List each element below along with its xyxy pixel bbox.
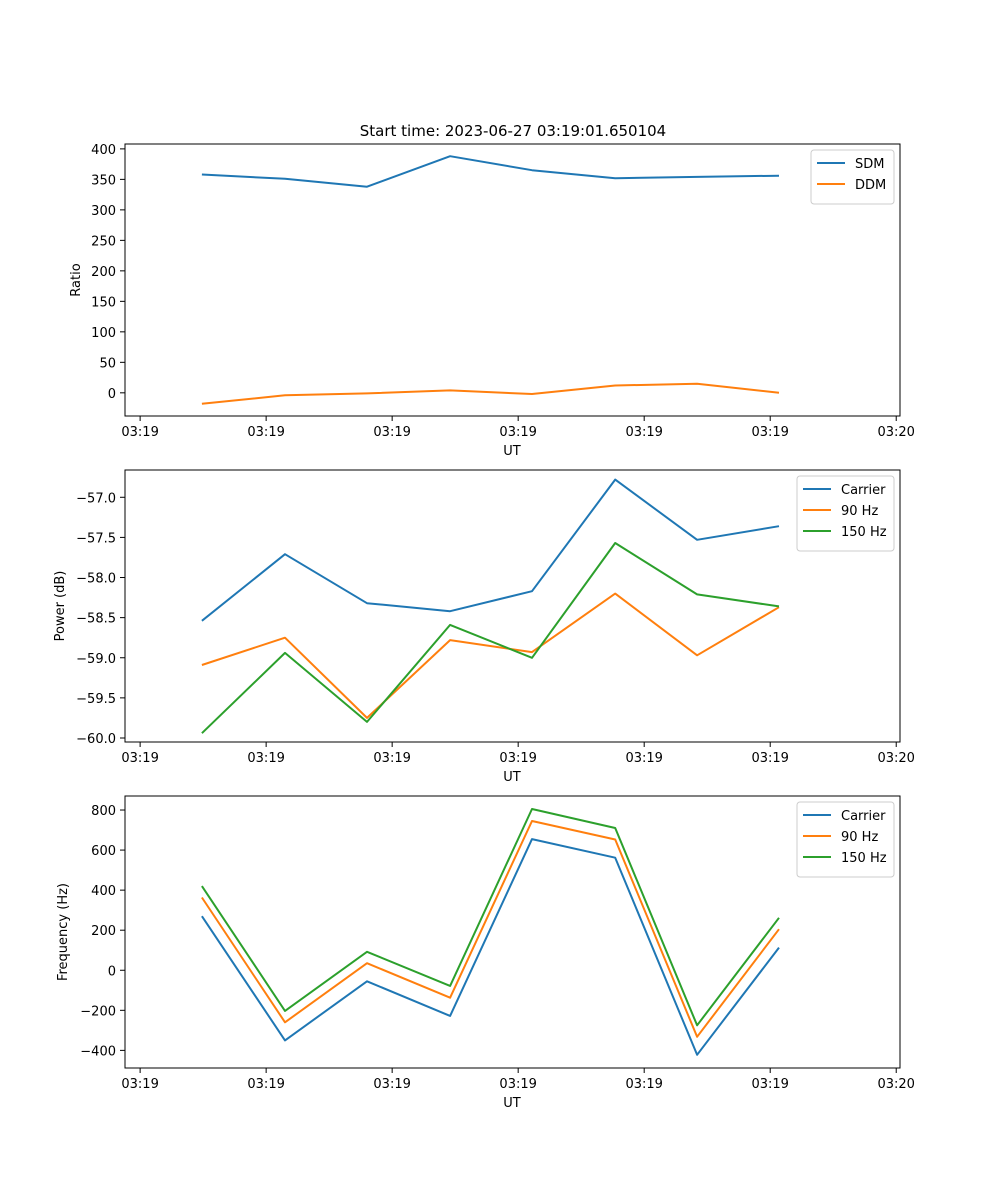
chart-panel-2: 03:19 03:19 03:19 03:19 03:19 03:19 03:20 −60.0… [53,469,915,785]
x-tick-label: 03:19 [121,425,158,440]
axes-frame [124,795,901,1069]
y-tick-label: 200 [91,924,116,939]
y-tick-label: 100 [91,326,116,341]
y-tick-label: −59.0 [76,652,116,667]
y-tick-label: 250 [91,234,116,249]
y-tick-label: 400 [91,884,116,899]
x-tick-label: 03:19 [121,751,158,766]
y-tick-label: 150 [91,295,116,310]
x-tick-label: 03:19 [625,751,662,766]
y-tick-label: 800 [91,804,116,819]
series-line-90-hz [201,592,780,719]
x-tick-label: 03:19 [373,751,410,766]
figure-title: Start time: 2023-06-27 03:19:01.650104 [360,122,666,140]
y-tick-label: 300 [91,204,116,219]
x-tick-label: 03:19 [247,1077,284,1092]
chart-panel-1: 03:19 03:19 03:19 03:19 03:19 03:19 03:20 0 50 10… [69,143,915,459]
x-tick-label: 03:20 [877,425,914,440]
x-tick-label: 03:19 [751,751,788,766]
x-tick-label: 03:20 [877,751,914,766]
y-tick-label: −400 [80,1044,116,1059]
panels: 03:19 03:19 03:19 03:19 03:19 03:19 03:20 0 50 10… [53,143,915,1111]
legend-label: DDM [855,178,886,193]
x-tick-label: 03:19 [499,1077,536,1092]
y-tick-label: −60.0 [76,732,116,747]
x-axis-label: UT [503,1096,521,1111]
y-tick-label: 400 [91,143,116,158]
axes-frame [124,469,901,743]
x-tick-label: 03:19 [625,425,662,440]
y-tick-label: 350 [91,173,116,188]
legend-label: SDM [855,157,884,172]
x-tick-label: 03:19 [247,425,284,440]
y-tick-label: −57.5 [76,531,116,546]
legend-label: Carrier [841,809,886,824]
series-line-150-hz [201,808,780,1027]
y-tick-label: 0 [108,964,116,979]
series-line-ddm [201,382,780,405]
y-tick-label: 200 [91,265,116,280]
legend-label: 150 Hz [841,851,887,866]
x-tick-label: 03:19 [625,1077,662,1092]
x-tick-label: 03:19 [373,1077,410,1092]
y-tick-label: 0 [108,387,116,402]
legend-box [796,801,895,878]
legend-label: 90 Hz [841,830,878,845]
x-tick-label: 03:19 [751,1077,788,1092]
legend-label: 90 Hz [841,504,878,519]
y-tick-label: −200 [80,1004,116,1019]
y-tick-label: −57.0 [76,491,116,506]
chart-panel-3: 03:19 03:19 03:19 03:19 03:19 03:19 03:20 −400 −… [56,795,915,1111]
x-tick-label: 03:19 [499,425,536,440]
x-tick-label: 03:19 [499,751,536,766]
y-tick-label: −58.0 [76,572,116,587]
x-axis-label: UT [503,770,521,785]
y-tick-label: −59.5 [76,692,116,707]
series-line-150-hz [201,542,780,734]
x-tick-label: 03:19 [373,425,410,440]
x-axis-label: UT [503,444,521,459]
y-axis-label: Ratio [69,263,84,296]
y-tick-label: 50 [99,356,116,371]
y-tick-label: 600 [91,844,116,859]
x-tick-label: 03:19 [247,751,284,766]
y-axis-label: Power (dB) [53,571,68,642]
x-tick-label: 03:19 [121,1077,158,1092]
x-tick-label: 03:19 [751,425,788,440]
legend-box [796,475,895,552]
series-line-carrier [201,838,780,1056]
x-tick-label: 03:20 [877,1077,914,1092]
series-line-sdm [201,155,780,188]
y-tick-label: −58.5 [76,612,116,627]
axes-frame [124,143,901,417]
y-axis-label: Frequency (Hz) [56,883,71,981]
legend-label: Carrier [841,483,886,498]
series-line-90-hz [201,820,780,1038]
legend-label: 150 Hz [841,525,887,540]
series-line-carrier [201,478,780,622]
